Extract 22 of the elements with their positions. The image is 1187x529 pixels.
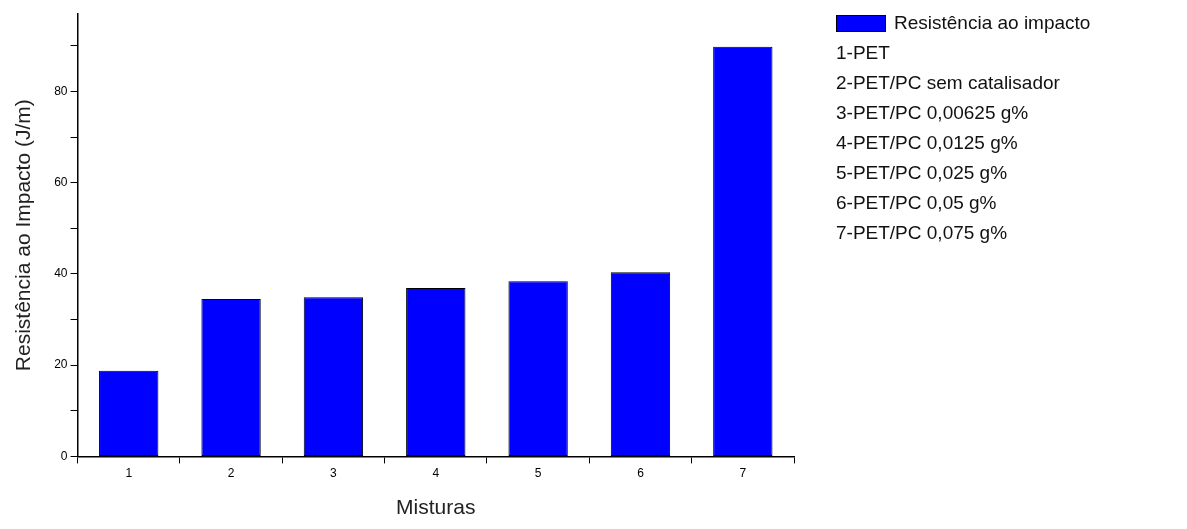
text: 5-PET/PC 0,025 g% xyxy=(836,161,1009,185)
y-tick-label: 80 xyxy=(54,83,68,98)
x-tick-label: 6 xyxy=(637,465,645,480)
x-tick-label: 2 xyxy=(227,465,235,480)
x-tick-label: 5 xyxy=(534,465,542,480)
y-tick-label: 20 xyxy=(54,357,68,372)
text: 2-PET/PC sem catalisador xyxy=(836,71,1061,95)
text: 4-PET/PC 0,0125 g% xyxy=(836,131,1019,155)
y-tick-label: 60 xyxy=(54,175,68,190)
x-tick-label: 3 xyxy=(330,465,338,480)
text: 6-PET/PC 0,05 g% xyxy=(836,191,998,215)
text: 7-PET/PC 0,075 g% xyxy=(836,221,1009,245)
y-tick-label: 0 xyxy=(60,448,68,463)
y-tick-label: 40 xyxy=(54,266,68,281)
text: 1-PET xyxy=(836,41,891,65)
x-tick-label: 7 xyxy=(739,465,747,480)
x-tick-label: 4 xyxy=(432,465,440,480)
y-axis-title: Resistência ao Impacto (J/m) xyxy=(11,99,35,372)
legend-label: Resistência ao impacto xyxy=(894,11,1091,35)
text: 3-PET/PC 0,00625 g% xyxy=(836,101,1030,125)
x-axis-title: Misturas xyxy=(396,495,476,519)
x-tick-label: 1 xyxy=(125,465,133,480)
